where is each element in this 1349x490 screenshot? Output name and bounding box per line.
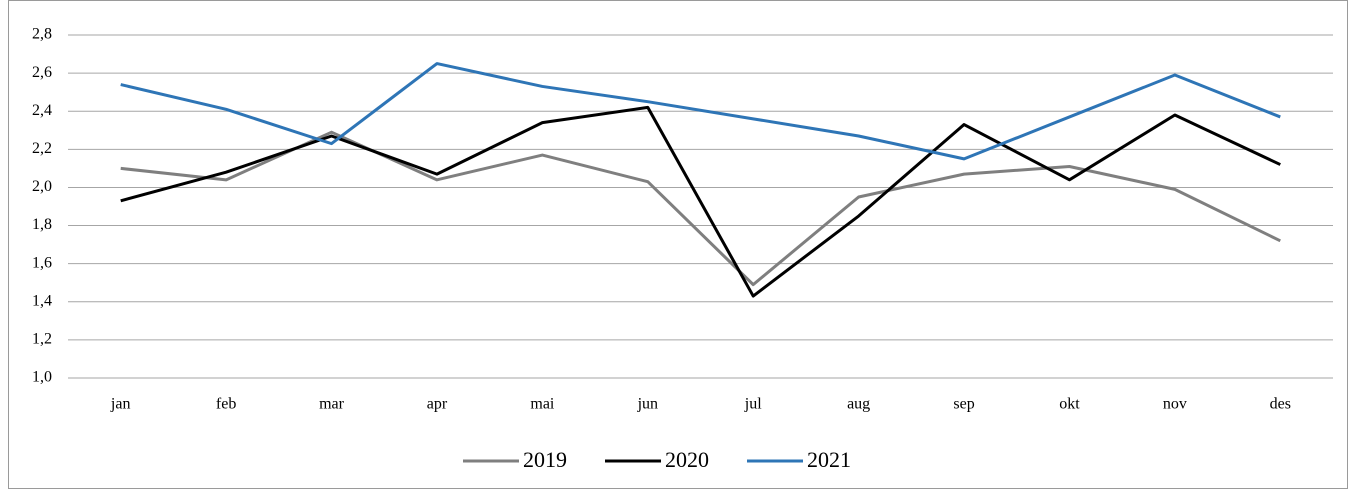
y-tick-label: 1,0: [32, 369, 52, 386]
legend-label: 2019: [523, 447, 567, 472]
y-tick-label: 1,2: [32, 331, 52, 348]
y-tick-label: 1,4: [32, 292, 52, 309]
x-tick-label: nov: [1163, 396, 1187, 413]
y-tick-label: 2,2: [32, 140, 52, 157]
x-tick-label: mai: [530, 396, 555, 413]
x-tick-label: sep: [953, 396, 974, 413]
y-tick-label: 1,8: [32, 216, 52, 233]
x-tick-label: mar: [319, 396, 345, 413]
x-tick-label: okt: [1059, 396, 1080, 413]
x-tick-label: jun: [637, 396, 658, 413]
y-tick-label: 2,4: [32, 102, 52, 119]
x-tick-label: jan: [110, 396, 131, 413]
y-tick-label: 2,0: [32, 178, 52, 195]
legend: 2019 2020 2021: [463, 447, 851, 472]
x-tick-label: des: [1270, 396, 1291, 413]
y-tick-label: 1,6: [32, 254, 52, 271]
x-tick-label: feb: [216, 396, 236, 413]
y-tick-label: 2,8: [32, 26, 52, 43]
line-series: [120, 62, 1281, 161]
x-tick-label: aug: [847, 396, 870, 413]
x-tick-label: jul: [744, 396, 762, 413]
legend-label: 2020: [665, 447, 709, 472]
x-tick-label: apr: [427, 396, 448, 413]
chart-border: [8, 0, 1348, 489]
line-series: [120, 105, 1281, 298]
y-tick-label: 2,6: [32, 64, 52, 81]
legend-label: 2021: [807, 447, 851, 472]
